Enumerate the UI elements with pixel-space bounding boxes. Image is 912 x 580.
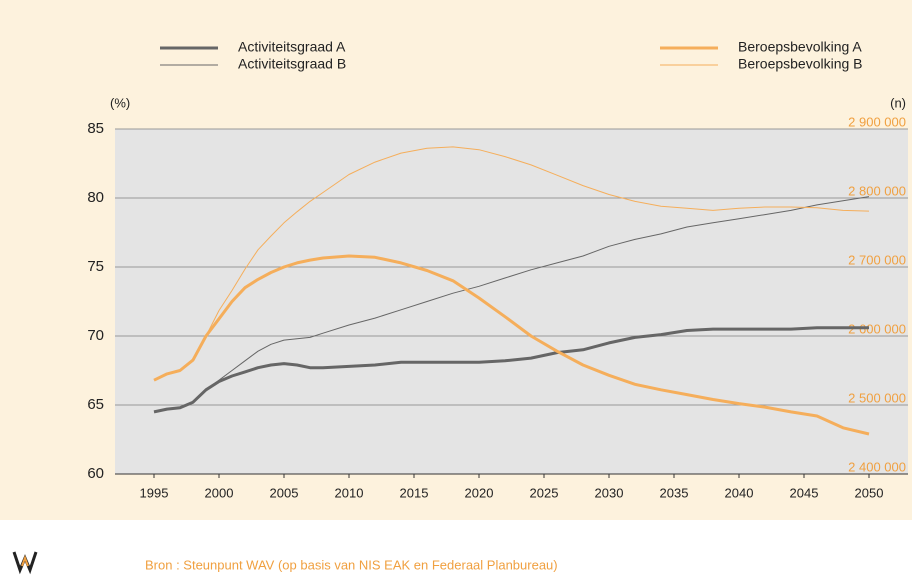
y2-axis-label: (n) [890,95,906,110]
x-tick-label: 2000 [205,485,234,500]
x-tick-label: 2015 [400,485,429,500]
y-axis-label: (%) [110,95,130,110]
legend-label: Beroepsbevolking A [738,39,862,55]
x-tick-label: 2040 [725,485,754,500]
legend-label: Activiteitsgraad A [238,39,346,55]
y-tick-label: 60 [87,465,104,482]
x-tick-label: 2030 [595,485,624,500]
x-tick-label: 2035 [660,485,689,500]
legend-label: Beroepsbevolking B [738,56,863,72]
x-tick-label: 2010 [335,485,364,500]
y-tick-label: 70 [87,327,104,344]
y2-tick-label: 2 600 000 [848,321,906,336]
x-tick-label: 2020 [465,485,494,500]
x-tick-label: 2025 [530,485,559,500]
x-tick-label: 2050 [855,485,884,500]
legend-label: Activiteitsgraad B [238,56,346,72]
y2-tick-label: 2 700 000 [848,252,906,267]
x-tick-label: 1995 [140,485,169,500]
source: Bron : Steunpunt WAV (op basis van NIS E… [145,557,558,572]
series-line [153,254,870,436]
y-tick-label: 85 [87,120,104,137]
y-tick-label: 65 [87,396,104,413]
y2-tick-label: 2 400 000 [848,459,906,474]
series-line [153,326,869,414]
series-line [153,196,870,413]
x-tick-label: 2005 [270,485,299,500]
y-tick-label: 80 [87,189,104,206]
plot-area [115,129,908,474]
y2-tick-label: 2 900 000 [848,114,906,129]
y-tick-label: 75 [87,258,104,275]
y2-tick-label: 2 500 000 [848,390,906,405]
logo [12,551,38,575]
x-tick-label: 2045 [790,485,819,500]
series-line [153,146,870,381]
y2-tick-label: 2 800 000 [848,183,906,198]
